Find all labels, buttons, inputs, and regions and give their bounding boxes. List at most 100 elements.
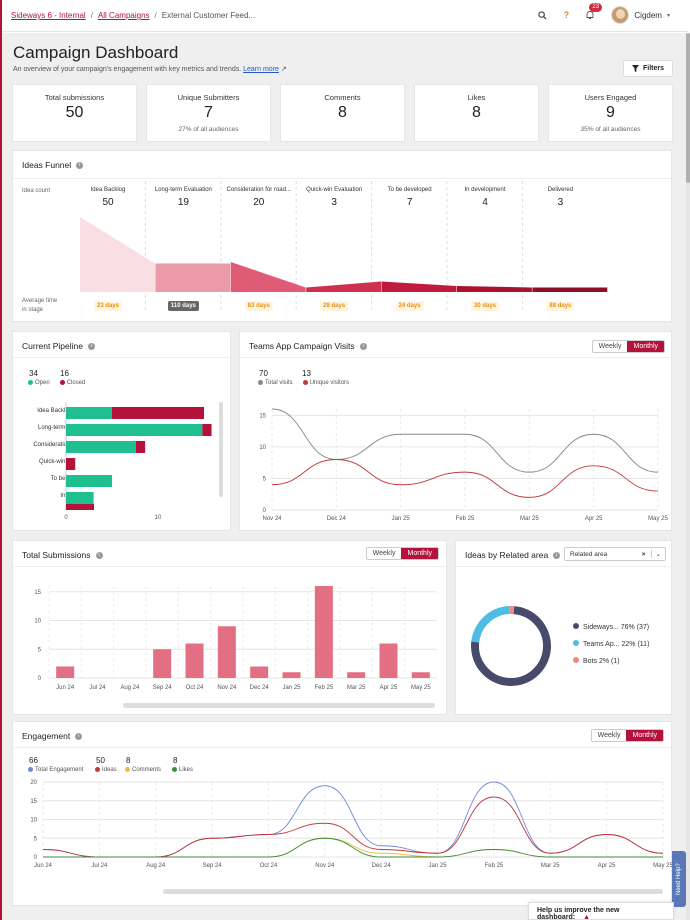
y-tick-label: 0 [263, 508, 267, 514]
donut-legend-item-1: Teams Ap... 22% (11) [573, 640, 649, 648]
info-icon[interactable]: i [553, 552, 561, 560]
weekly-button[interactable]: Weekly [366, 548, 402, 559]
series-line-1 [271, 459, 659, 498]
info-icon[interactable]: i [87, 343, 95, 351]
monthly-button[interactable]: Monthly [626, 730, 663, 741]
subtitle-text: An overview of your campaign's engagemen… [13, 66, 242, 73]
pipeline-scrollbar [219, 402, 223, 497]
avg-time-label-line2: in stage [22, 307, 44, 313]
x-tick-label: Dec 24 [250, 685, 270, 691]
x-tick-label: Apr 25 [585, 516, 603, 522]
stage-days-5: 30 days [447, 300, 523, 311]
monthly-button[interactable]: Monthly [401, 548, 438, 559]
page-scrollbar[interactable] [686, 33, 690, 920]
x-tick-label: Mar 25 [520, 516, 539, 522]
dropdown-value: Related area [570, 550, 608, 558]
pipeline-bar-closed [135, 441, 146, 453]
page-subtitle: An overview of your campaign's engagemen… [13, 65, 287, 73]
breadcrumb-campaigns-link[interactable]: All Campaigns [97, 11, 150, 20]
pipeline-bar-open [66, 407, 112, 419]
need-help-button[interactable]: Need Help? [672, 851, 686, 907]
breadcrumb-workspace-link[interactable]: Sideways 6 - Internal [11, 11, 86, 20]
y-tick-label: 5 [38, 647, 42, 653]
donut-legend-item-2: Bots 2% (1) [573, 657, 620, 665]
stage-count: 4 [482, 197, 488, 208]
breadcrumb: Sideways 6 - Internal / All Campaigns / … [11, 11, 255, 20]
chevron-down-icon[interactable]: ▾ [666, 12, 670, 19]
x-tick-label: Mar 25 [541, 863, 560, 869]
x-tick-label: Dec 24 [372, 863, 392, 869]
info-icon[interactable]: i [359, 343, 367, 351]
funnel-stage-1: Long-term Evaluation 19 [145, 187, 221, 208]
days-badge: 83 days [244, 301, 273, 311]
donut-slice-1 [471, 606, 510, 643]
related-area-dropdown[interactable]: Related area × ⌄ [564, 547, 666, 561]
x-tick-label: Jun 24 [56, 685, 75, 691]
funnel-segment [155, 263, 231, 292]
funnel-title: Ideas Funnel i [22, 160, 84, 170]
legend-label: Teams Ap... 22% (11) [583, 641, 650, 648]
stat-sub: 27% of all audiences [178, 126, 239, 133]
stage-name: Delivered [547, 187, 574, 193]
learn-more-link[interactable]: Learn more [243, 66, 279, 73]
app-accent-bar [0, 0, 2, 920]
legend-total-visits[interactable]: Total visits [258, 380, 293, 386]
related-title: Ideas by Related area i [465, 550, 561, 560]
series-line-3 [43, 837, 663, 858]
monthly-button[interactable]: Monthly [627, 341, 664, 352]
chevron-up-icon[interactable]: ▲ [583, 914, 591, 920]
close-icon[interactable]: × [641, 550, 646, 558]
days-badge: 24 days [395, 301, 424, 311]
info-icon[interactable]: i [75, 733, 83, 741]
total-submissions-card: Total Submissions i Weekly Monthly 0 5 10 15… [12, 540, 447, 715]
submission-bar [282, 672, 301, 678]
chevron-down-icon[interactable]: ⌄ [650, 550, 665, 558]
legend-dot [28, 767, 33, 772]
stat-sub: 35% of all audiences [580, 126, 641, 133]
pipeline-chart [65, 402, 223, 510]
idea-count-label: Idea count [22, 188, 51, 194]
help-icon[interactable]: ? [563, 10, 570, 20]
legend-open[interactable]: Open [28, 380, 50, 386]
bell-icon[interactable]: 23 [583, 3, 603, 22]
days-badge: 28 days [320, 301, 349, 311]
horizontal-scrollbar[interactable] [163, 889, 663, 894]
user-name[interactable]: Cigdem [634, 10, 662, 20]
filters-button[interactable]: Filters [622, 60, 673, 77]
stage-name: Quick-win Evaluation [306, 187, 363, 193]
external-link-icon[interactable]: ↗ [280, 66, 287, 73]
days-badge: 30 days [470, 301, 500, 311]
breadcrumb-current: External Customer Feed... [161, 11, 256, 20]
engagement-card: Engagement i Weekly Monthly 66 Total Engag… [12, 721, 673, 906]
stage-name: In development [464, 187, 506, 193]
pipeline-label-2: Consideratio... [33, 442, 72, 448]
info-icon[interactable]: i [76, 162, 84, 170]
x-tick-label: Apr 25 [598, 863, 616, 869]
horizontal-scrollbar[interactable] [123, 703, 435, 708]
x-tick-label: Feb 25 [314, 685, 333, 691]
info-icon[interactable]: i [95, 552, 103, 560]
pipeline-label-4: To be ... [50, 476, 72, 482]
feedback-banner[interactable]: Help us improve the new dashboard: ▲ [528, 902, 674, 920]
teams-title: Teams App Campaign Visits i [249, 341, 367, 351]
legend-closed[interactable]: Closed [59, 380, 85, 386]
notification-badge: 23 [589, 3, 603, 12]
pipeline-bar-open [66, 441, 136, 453]
stat-card-4: Users Engaged 9 35% of all audiences [548, 84, 673, 142]
pipeline-bar-open [66, 424, 203, 436]
weekly-button[interactable]: Weekly [591, 730, 627, 741]
weekly-button[interactable]: Weekly [592, 341, 628, 352]
current-pipeline-card: Current Pipeline i 34 16 Open Closed Idea… [12, 331, 231, 531]
stat-label: Users Engaged [584, 93, 637, 102]
funnel-stage-0: Idea Backlog 50 [70, 187, 146, 208]
donut-slice-0 [471, 606, 551, 686]
x-tick-label: May 25 [653, 863, 673, 869]
search-icon[interactable] [535, 8, 549, 22]
avatar[interactable] [611, 6, 630, 24]
legend-unique-visitors[interactable]: Unique visitors [302, 380, 349, 386]
pipeline-bar-open [66, 492, 94, 504]
pipeline-bar-closed [112, 407, 204, 419]
legend-dot [172, 767, 177, 772]
stage-days-6: 88 days [522, 300, 598, 311]
teams-visits-chart: 0 5 10 15 Nov 24 Dec 24 Jan 25 Feb 25 Mar 25 Apr … [259, 408, 668, 522]
